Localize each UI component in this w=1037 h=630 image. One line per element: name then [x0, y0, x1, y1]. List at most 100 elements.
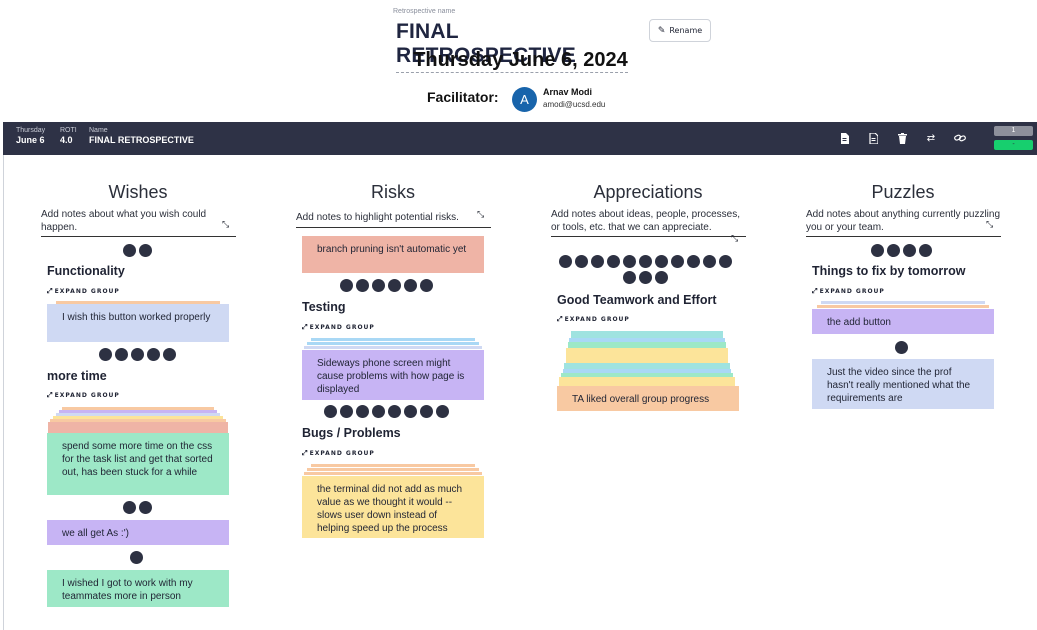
expand-icon: ⤢	[557, 315, 563, 323]
prompt-risks[interactable]: Add notes to highlight potential risks.	[296, 212, 491, 228]
expand-group-button[interactable]: ⤢ EXPAND GROUP	[47, 391, 120, 400]
vote-dot	[686, 255, 700, 268]
group-title[interactable]: Things to fix by tomorrow	[812, 264, 966, 278]
vote-dot	[918, 244, 932, 257]
vote-dots	[315, 405, 457, 418]
stacked-card-edge	[563, 369, 731, 373]
avatar: A	[512, 87, 537, 112]
link-icon[interactable]	[953, 131, 967, 145]
vote-dot	[654, 255, 668, 268]
prompt-appreciations[interactable]: Add notes about ideas, people, processes…	[551, 209, 746, 237]
expand-group-button[interactable]: ⤢ EXPAND GROUP	[302, 449, 375, 458]
note-card[interactable]: Sideways phone screen might cause proble…	[302, 350, 484, 400]
swap-icon[interactable]: ⇄	[926, 132, 936, 144]
group-title[interactable]: Functionality	[47, 264, 125, 278]
vote-dot	[130, 551, 143, 564]
note-card[interactable]: I wish this button worked properly	[47, 304, 229, 342]
vote-dots	[870, 244, 932, 257]
meta-day-label: Thursday	[16, 127, 46, 134]
vote-dot	[371, 279, 385, 292]
pencil-icon: ✎	[657, 25, 666, 36]
group-title[interactable]: Testing	[302, 300, 346, 314]
stacked-card-edge	[50, 419, 226, 422]
collapse-icon[interactable]: ⤡	[222, 220, 230, 230]
vote-dot	[387, 405, 401, 418]
vote-dot	[403, 279, 417, 292]
vote-dot	[387, 279, 401, 292]
vote-dot	[895, 341, 908, 354]
expand-group-button[interactable]: ⤢ EXPAND GROUP	[302, 323, 375, 332]
stacked-card-edge	[304, 346, 482, 349]
meta-name: Name FINAL RETROSPECTIVE	[89, 127, 194, 145]
column-title-risks: Risks	[371, 182, 415, 202]
collapse-icon[interactable]: ⤡	[477, 210, 485, 220]
stacked-card-edge	[56, 413, 220, 416]
vote-dots	[555, 255, 735, 284]
collapse-icon[interactable]: ⤡	[986, 220, 994, 230]
facilitator-label: Facilitator:	[427, 89, 499, 105]
expand-group-label: EXPAND GROUP	[54, 288, 120, 295]
note-card[interactable]: Just the video since the prof hasn't rea…	[812, 359, 994, 409]
vote-dot	[435, 405, 449, 418]
document-icon[interactable]	[837, 131, 851, 145]
vote-dot	[622, 255, 636, 268]
expand-icon: ⤢	[302, 323, 308, 331]
collapse-icon[interactable]: ⤡	[731, 234, 739, 244]
expand-group-button[interactable]: ⤢ EXPAND GROUP	[557, 315, 630, 324]
expand-icon: ⤢	[47, 391, 53, 399]
expand-icon: ⤢	[47, 287, 53, 295]
vote-dot	[718, 255, 732, 268]
note-card[interactable]: branch pruning isn't automatic yet	[302, 236, 484, 273]
group-title[interactable]: Bugs / Problems	[302, 426, 401, 440]
stacked-card-edge	[62, 407, 214, 410]
note-card[interactable]: the add button	[812, 309, 994, 334]
note-card[interactable]: the terminal did not add as much value a…	[302, 476, 484, 538]
expand-group-button[interactable]: ⤢ EXPAND GROUP	[47, 287, 120, 296]
note-card[interactable]: spend some more time on the css for the …	[47, 433, 229, 495]
stacked-card-edge	[307, 468, 479, 471]
counter-box[interactable]: 1	[994, 126, 1033, 136]
rename-button[interactable]: ✎ Rename	[649, 19, 711, 42]
stacked-card-edge	[568, 342, 726, 348]
vote-dot	[138, 501, 152, 514]
date-heading: Thursday June 6, 2024	[413, 49, 628, 71]
stacked-card-edge	[571, 331, 723, 338]
trash-icon[interactable]	[895, 131, 909, 145]
vote-dot	[419, 405, 433, 418]
vote-dots	[98, 348, 176, 361]
vote-dot	[902, 244, 916, 257]
counter-status[interactable]: -	[994, 140, 1033, 150]
expand-group-button[interactable]: ⤢ EXPAND GROUP	[812, 287, 885, 296]
meta-roti-label: ROTI	[60, 127, 77, 134]
document-alt-icon[interactable]	[866, 131, 880, 145]
vote-dot	[419, 279, 433, 292]
expand-group-label: EXPAND GROUP	[309, 324, 375, 331]
meta-day: Thursday June 6	[16, 127, 45, 145]
column-title-puzzles: Puzzles	[871, 182, 935, 202]
vote-dot	[146, 348, 160, 361]
note-card[interactable]: TA liked overall group progress	[557, 386, 739, 411]
stacked-card-edge	[561, 373, 733, 377]
vote-dot	[339, 405, 353, 418]
stacked-card-edge	[311, 464, 475, 467]
vote-dots	[329, 279, 443, 292]
retro-toolbar: Thursday June 6 ROTI 4.0 Name FINAL RETR…	[3, 122, 1037, 155]
vote-dot	[638, 255, 652, 268]
vote-dot	[162, 348, 176, 361]
stacked-card-edge	[311, 338, 475, 341]
vote-dots	[130, 551, 143, 564]
vote-dot	[574, 255, 588, 268]
group-title[interactable]: more time	[47, 369, 107, 383]
vote-dot	[138, 244, 152, 257]
note-card[interactable]: we all get As :')	[47, 520, 229, 545]
vote-dot	[339, 279, 353, 292]
prompt-puzzles[interactable]: Add notes about anything currently puzzl…	[806, 209, 1001, 237]
group-title[interactable]: Good Teamwork and Effort	[557, 293, 717, 307]
note-card[interactable]: I wished I got to work with my teammates…	[47, 570, 229, 607]
retro-title[interactable]: FINAL RETROSPECTIVE	[396, 20, 628, 73]
vote-dot	[590, 255, 604, 268]
column-title-appreciations: Appreciations	[593, 182, 703, 202]
prompt-wishes[interactable]: Add notes about what you wish could happ…	[41, 209, 236, 237]
meta-roti: ROTI 4.0	[60, 127, 77, 145]
stacked-card-edge	[569, 338, 725, 342]
